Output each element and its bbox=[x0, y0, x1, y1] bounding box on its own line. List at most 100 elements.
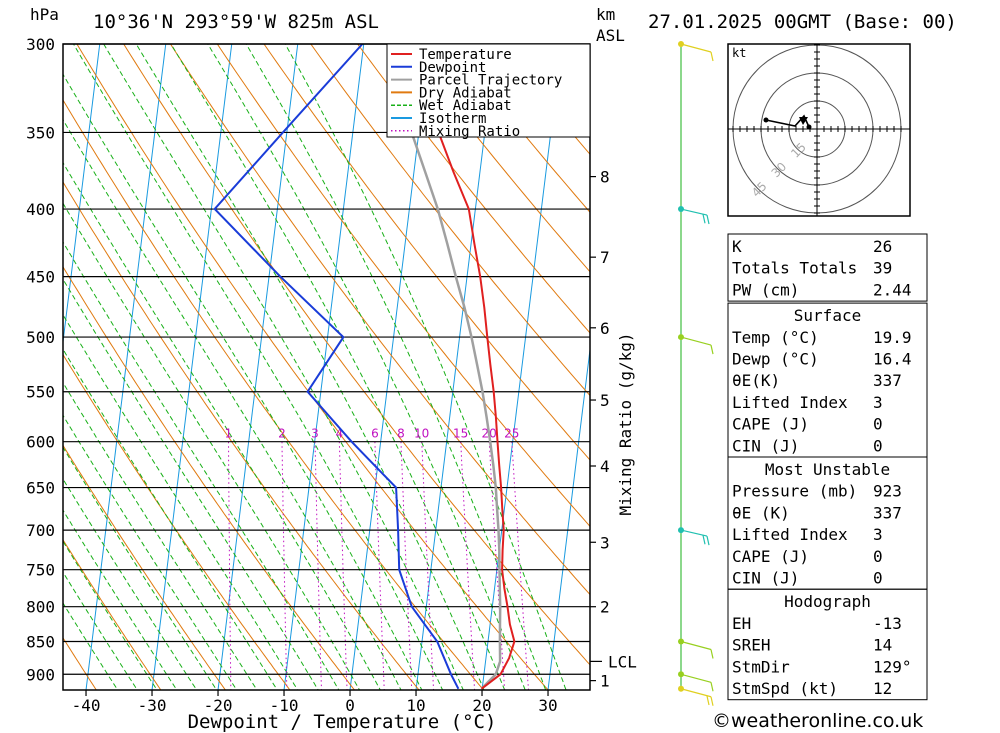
credit-text: ©weatheronline.co.uk bbox=[712, 710, 924, 732]
pressure-tick-label: 400 bbox=[26, 200, 55, 219]
mixing-ratio-line bbox=[460, 441, 476, 690]
mixing-ratio-label: 15 bbox=[453, 427, 468, 441]
isotherm-line bbox=[0, 4, 39, 699]
general-box bbox=[727, 233, 928, 302]
mixing-ratio-label: 8 bbox=[397, 427, 405, 441]
wind-barb-flag bbox=[706, 214, 710, 225]
x-tick-label: 20 bbox=[472, 696, 491, 715]
index-label: CAPE (J) bbox=[732, 415, 809, 434]
dry-adiabat-line bbox=[263, 44, 590, 461]
pressure-tick-label: 700 bbox=[26, 521, 55, 540]
mixing-ratio-line bbox=[281, 441, 288, 690]
index-label: Lifted Index bbox=[732, 393, 848, 412]
x-tick-label: 10 bbox=[406, 696, 425, 715]
height-km-label: 1 bbox=[600, 672, 610, 691]
mixing-ratio-lines: 1 2 3 4 6 8 10 15 20 25 bbox=[225, 427, 530, 690]
series-parcel-trajectory bbox=[387, 80, 502, 690]
dry-adiabat-line bbox=[63, 99, 485, 690]
isotherm-line bbox=[283, 44, 365, 690]
index-label: PW (cm) bbox=[732, 280, 799, 299]
mixing-ratio-label: 4 bbox=[335, 427, 343, 441]
wet-adiabat-line bbox=[63, 348, 278, 690]
mixing-ratio-label: 10 bbox=[414, 427, 429, 441]
index-value: 337 bbox=[873, 371, 902, 390]
wet-adiabat-line bbox=[63, 571, 138, 690]
mixing-ratio-line bbox=[421, 441, 435, 690]
legend-label: Dry Adiabat bbox=[419, 85, 512, 101]
mixing-ratio-label: 25 bbox=[504, 427, 519, 441]
index-label: StmDir bbox=[732, 657, 790, 676]
mixing-ratio-line bbox=[338, 441, 348, 690]
index-value: -13 bbox=[873, 614, 902, 633]
index-label: Lifted Index bbox=[732, 525, 848, 544]
index-label: CIN (J) bbox=[732, 569, 799, 588]
pressure-tick-label: 550 bbox=[26, 383, 55, 402]
dry-adiabat-line bbox=[356, 44, 590, 334]
wet-adiabat-line bbox=[63, 73, 423, 690]
dry-adiabat-line bbox=[63, 444, 227, 690]
pressure-tick-label: 350 bbox=[26, 123, 55, 142]
hodograph-trace bbox=[765, 114, 810, 128]
pressure-tick-label: 850 bbox=[26, 632, 55, 651]
legend-box bbox=[386, 43, 591, 138]
pressure-tick-label: 650 bbox=[26, 479, 55, 498]
pressure-tick-label: 450 bbox=[26, 268, 55, 287]
wet-adiabat-line bbox=[63, 414, 238, 690]
wind-barb-shaft bbox=[680, 529, 708, 537]
legend-label: Parcel Trajectory bbox=[419, 73, 562, 89]
mixing-ratio-label: 1 bbox=[225, 427, 233, 441]
legend-label: Mixing Ratio bbox=[419, 124, 520, 140]
dry-adiabat-line bbox=[63, 353, 291, 690]
index-value: 923 bbox=[873, 482, 902, 501]
index-value: 39 bbox=[873, 259, 892, 278]
dry-adiabat-line bbox=[450, 44, 590, 214]
index-value: 3 bbox=[873, 525, 883, 544]
index-value: 14 bbox=[873, 636, 892, 655]
mixing-ratio-label: 2 bbox=[278, 427, 286, 441]
wind-barb-flag bbox=[702, 535, 706, 545]
mixing-ratio-label: 6 bbox=[371, 427, 379, 441]
dry-adiabat-line bbox=[403, 44, 590, 273]
series-temperature bbox=[412, 44, 516, 690]
pressure-unit-label: hPa bbox=[30, 5, 59, 24]
asl-label: ASL bbox=[596, 26, 625, 45]
index-label: θE (K) bbox=[732, 503, 790, 522]
dry-adiabat-line bbox=[63, 538, 162, 690]
isotherm-line bbox=[85, 44, 167, 690]
storm-motion-marker bbox=[799, 117, 808, 125]
x-axis-title: Dewpoint / Temperature (°C) bbox=[188, 711, 497, 733]
isotherm-line bbox=[63, 44, 101, 346]
wind-barb-shaft bbox=[680, 688, 712, 698]
index-label: CIN (J) bbox=[732, 436, 799, 455]
isotherm-line bbox=[151, 44, 233, 690]
index-value: 19.9 bbox=[873, 328, 912, 347]
x-tick-label: 0 bbox=[345, 696, 355, 715]
height-km-label: 2 bbox=[600, 598, 610, 617]
index-value: 26 bbox=[873, 237, 892, 256]
wind-barb-shaft bbox=[680, 43, 712, 53]
x-tick-label: 30 bbox=[538, 696, 557, 715]
pressure-tick-label: 500 bbox=[26, 328, 55, 347]
wind-profile bbox=[678, 41, 714, 706]
mixing-ratio-line bbox=[511, 441, 530, 690]
legend-label: Isotherm bbox=[419, 111, 486, 127]
index-label: StmSpd (kt) bbox=[732, 679, 838, 698]
profile-series bbox=[213, 44, 516, 690]
series-dewpoint bbox=[213, 44, 460, 690]
pressure-tick-label: 300 bbox=[26, 35, 55, 54]
location-title: 10°36'N 293°59'W 825m ASL bbox=[93, 11, 379, 33]
dry-adiabat-line bbox=[310, 44, 590, 397]
section-title: Hodograph bbox=[784, 592, 871, 611]
wind-barb-shaft bbox=[680, 640, 712, 651]
pressure-tick-label: 600 bbox=[26, 433, 55, 452]
index-label: K bbox=[732, 237, 742, 256]
height-km-label: 8 bbox=[600, 168, 610, 187]
wind-barb-flag bbox=[706, 535, 710, 546]
wet-adiabat-line bbox=[63, 241, 340, 690]
wet-adiabat-line bbox=[284, 44, 567, 690]
dry-adiabat-line bbox=[76, 44, 549, 690]
mixing-ratio-line bbox=[400, 441, 413, 690]
